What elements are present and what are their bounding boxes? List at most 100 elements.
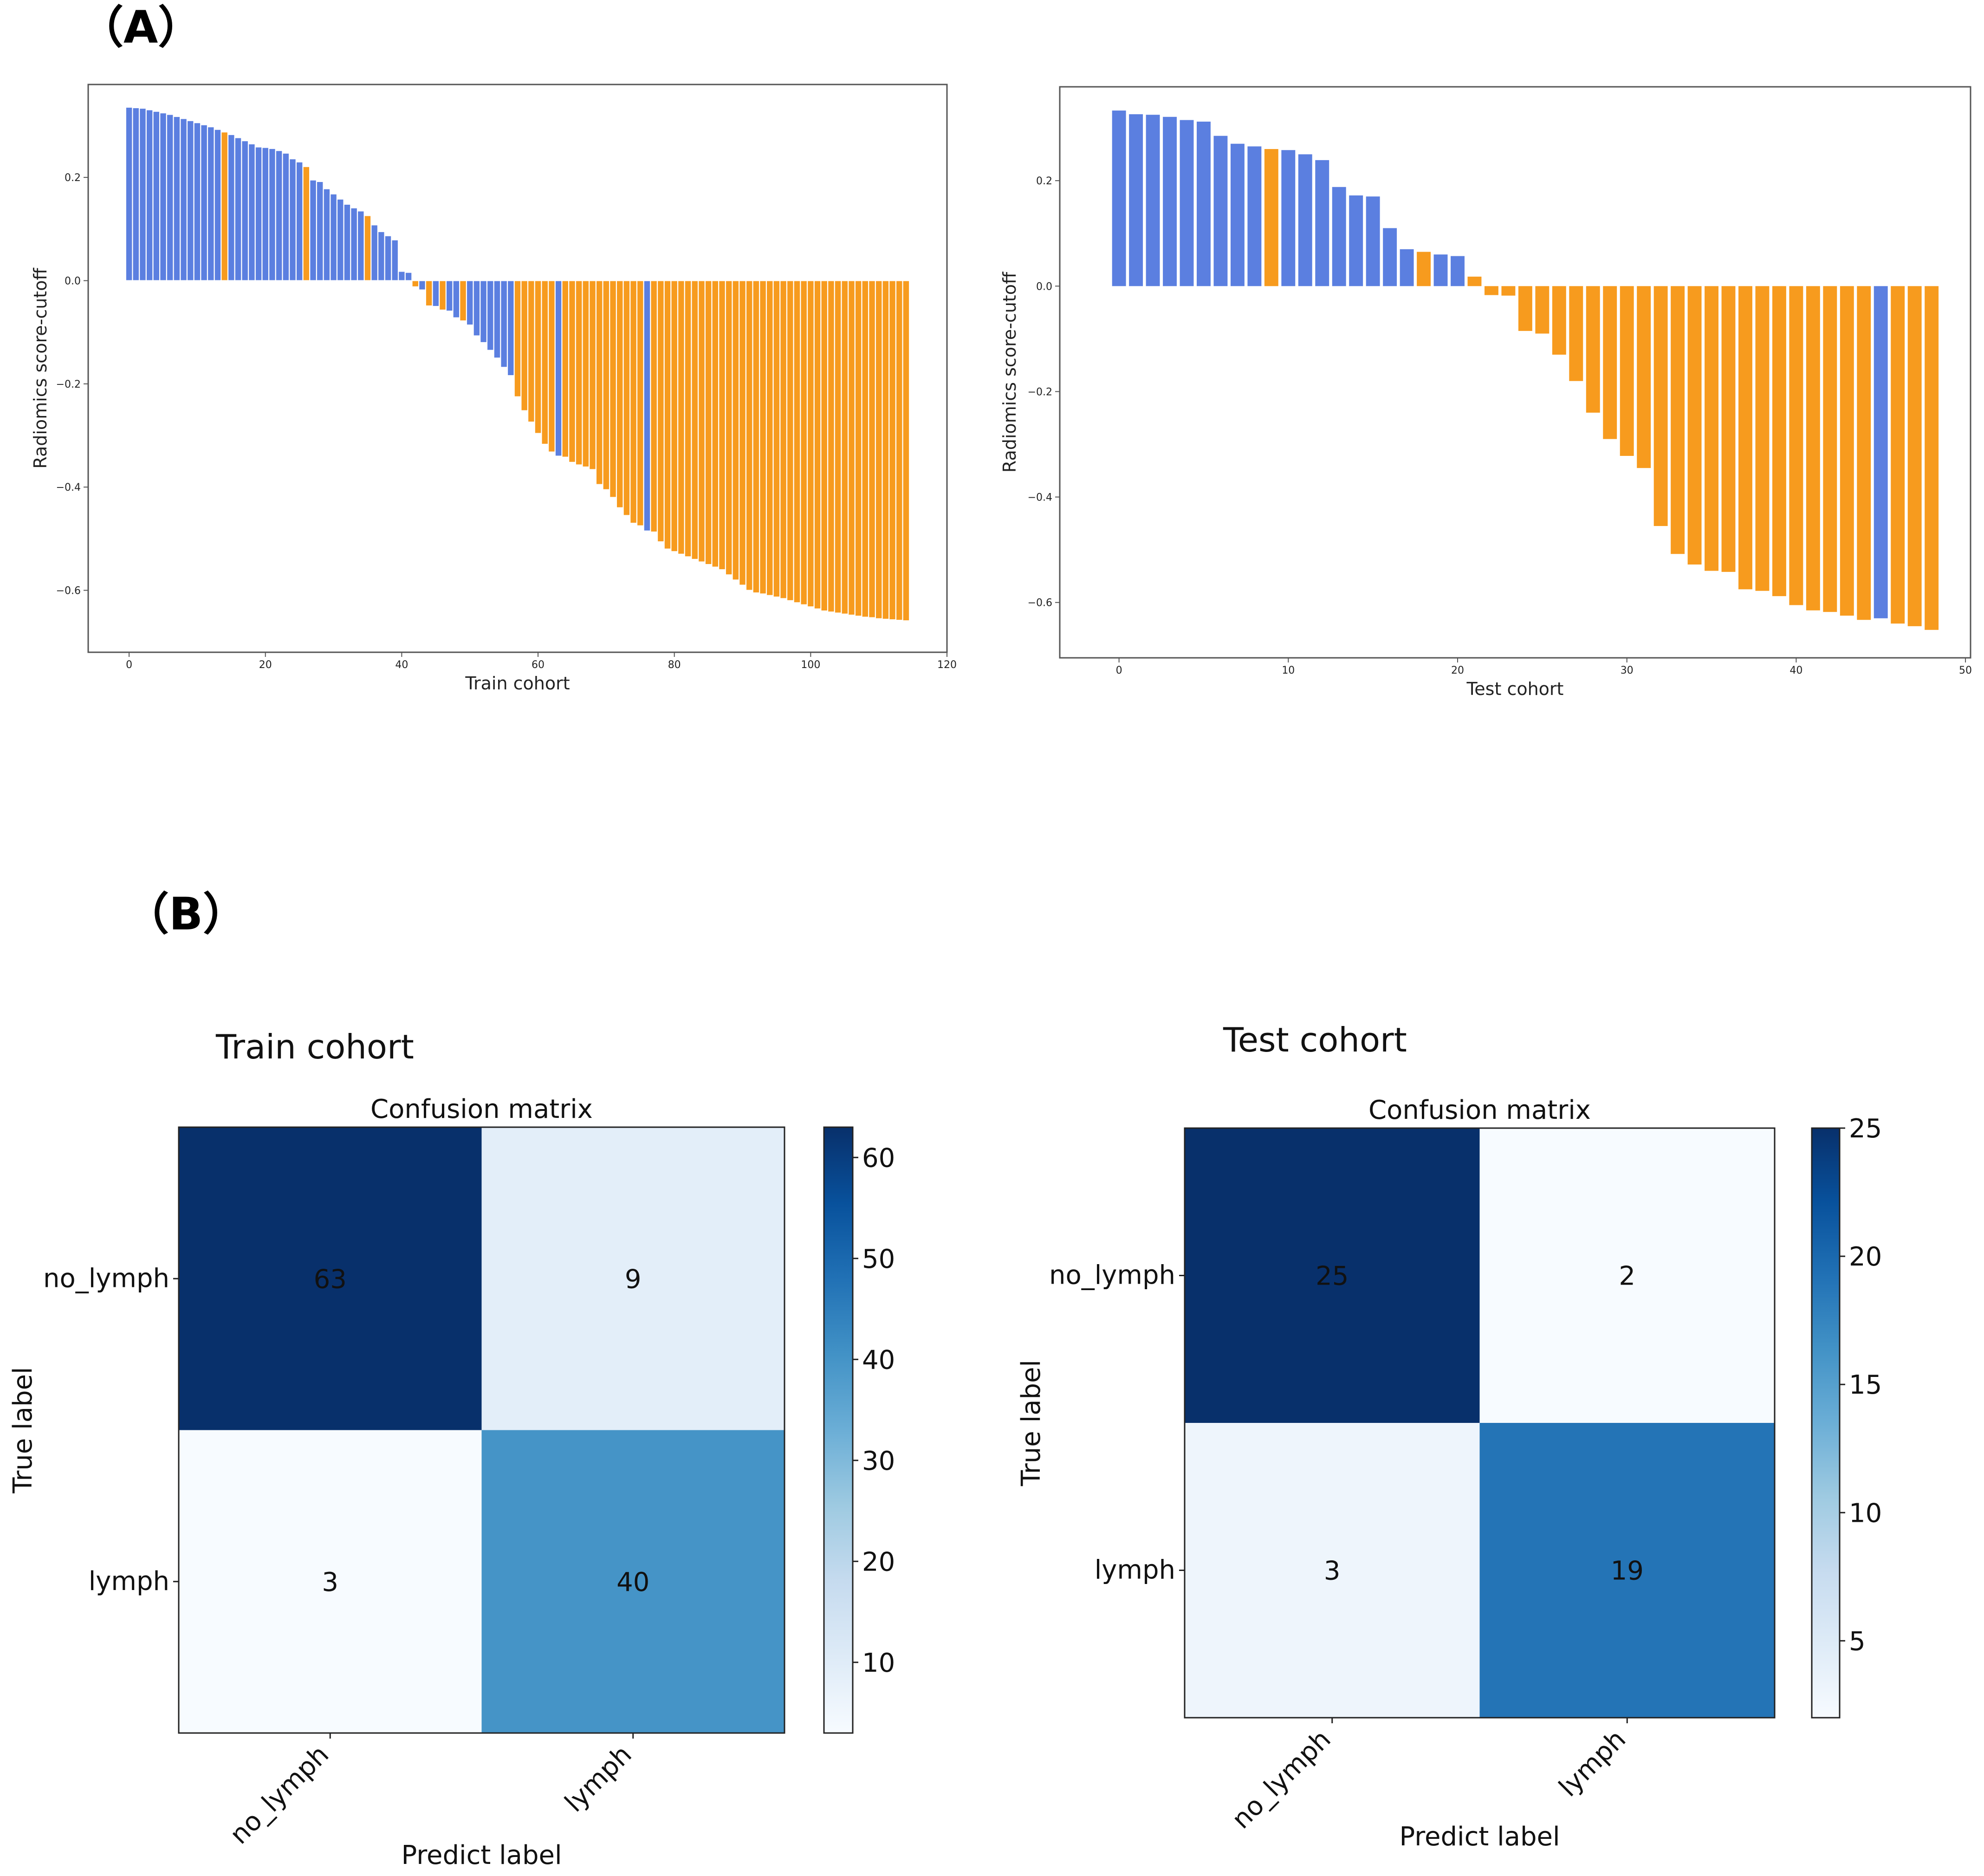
bar-lymph [1586,286,1600,413]
bar-lymph [1806,286,1820,610]
bar-lymph [582,280,590,467]
bar-no_lymph [166,114,174,281]
cm-title: Confusion matrix [1368,1095,1591,1125]
x-tick-label: 40 [395,659,408,671]
cm-cell-value: 63 [314,1264,347,1294]
bar-lymph [302,166,311,281]
x-tick-label: 120 [937,659,957,671]
cm-cell-no_lymph-lymph [1479,1128,1775,1423]
bar-lymph [596,280,603,485]
bar-lymph [820,280,828,612]
bar-no_lymph [445,280,454,312]
bar-no_lymph [507,280,515,376]
cm-x-tick-label: lymph [559,1740,637,1818]
bar-no_lymph [241,140,249,281]
bar-lymph [629,280,637,524]
panel-label-b: （B） [124,888,247,940]
cm-x-tick-label: no_lymph [224,1740,335,1850]
bar-no_lymph [1247,146,1262,286]
x-tick-label: 60 [532,659,545,671]
y-tick-label: 0.0 [1036,281,1052,292]
bar-lymph [1687,286,1702,565]
colorbar-tick-label: 50 [862,1244,895,1274]
bar-no_lymph [234,137,242,281]
bar-lymph [548,280,556,453]
cm-cell-lymph-no_lymph [179,1430,482,1733]
bar-no_lymph [391,239,399,281]
colorbar [1811,1127,1841,1719]
bar-no_lymph [404,272,413,281]
bar-no_lymph [1349,195,1363,286]
colorbar [823,1126,854,1734]
y-tick-label: −0.6 [1028,597,1052,609]
bar-lymph [439,280,447,311]
cm-y-axis-label: True label [1016,1360,1046,1487]
y-tick-label: 0.2 [1036,175,1052,187]
bar-lymph [602,280,610,490]
bar-lymph [834,280,842,614]
bar-no_lymph [207,126,215,281]
bar-lymph [895,280,903,621]
bar-lymph [746,280,753,591]
bar-no_lymph [1400,249,1414,286]
bar-no_lymph [1129,114,1143,286]
bar-lymph [848,280,856,616]
bar-lymph [779,280,787,599]
bar-lymph [691,280,699,560]
cm-cell-no_lymph-no_lymph [179,1127,482,1430]
bar-no_lymph [473,280,481,337]
bar-no_lymph [261,147,269,281]
bar-lymph [650,280,658,532]
bar-lymph [670,280,678,552]
bar-no_lymph [1281,150,1296,286]
bar-lymph [813,280,822,610]
colorbar-tick-label: 30 [862,1446,895,1476]
bar-no_lymph [398,271,406,281]
x-tick-label: 10 [1282,665,1295,676]
colorbar-tick-label: 60 [862,1143,895,1173]
cm-cell-value: 19 [1611,1556,1644,1586]
bar-lymph [684,280,692,558]
bar-lymph [1772,286,1786,597]
bar-lymph [752,280,760,594]
bar-no_lymph [1451,256,1465,286]
bar-lymph [875,280,883,619]
bar-lymph [568,280,576,463]
bar-no_lymph [480,280,487,343]
y-tick-label: −0.6 [56,585,81,597]
bar-no_lymph [377,231,385,281]
colorbar-tick-label: 15 [1849,1370,1882,1400]
bar-no_lymph [357,210,365,281]
cm-cell-value: 2 [1619,1261,1635,1292]
bar-lymph [888,280,896,620]
bar-lymph [1603,286,1617,439]
bar-lymph [616,280,624,508]
colorbar-tick-label: 5 [1849,1626,1866,1656]
bar-lymph [1264,149,1278,286]
bar-lymph [411,280,419,287]
bar-lymph [1907,286,1922,626]
bar-lymph [636,280,644,526]
bar-lymph [841,280,849,615]
bar-lymph [561,280,569,458]
bar-no_lymph [254,146,263,281]
cm-x-axis-label: Predict label [1399,1822,1560,1852]
x-axis-label: Test cohort [1466,679,1564,699]
cm-cell-value: 40 [616,1567,649,1597]
bar-lymph [698,280,706,563]
y-tick-label: −0.2 [56,379,81,390]
panel-label-a: （A） [79,1,202,53]
bar-lymph [861,280,869,618]
bar-lymph [793,280,801,604]
x-tick-label: 0 [1116,665,1122,676]
bar-no_lymph [1366,196,1380,286]
cm-y-tick-label: lymph [89,1566,169,1597]
bar-lymph [772,280,781,598]
bar-no_lymph [1315,160,1329,286]
waterfall-train: 0 20 40 60 80 100 120 −0.6 −0.4 −0.2 0.0 0.2 Train c… [30,84,957,694]
cm-x-tick-label: lymph [1553,1724,1632,1803]
bar-lymph [1620,286,1634,456]
bar-lymph [657,280,665,543]
